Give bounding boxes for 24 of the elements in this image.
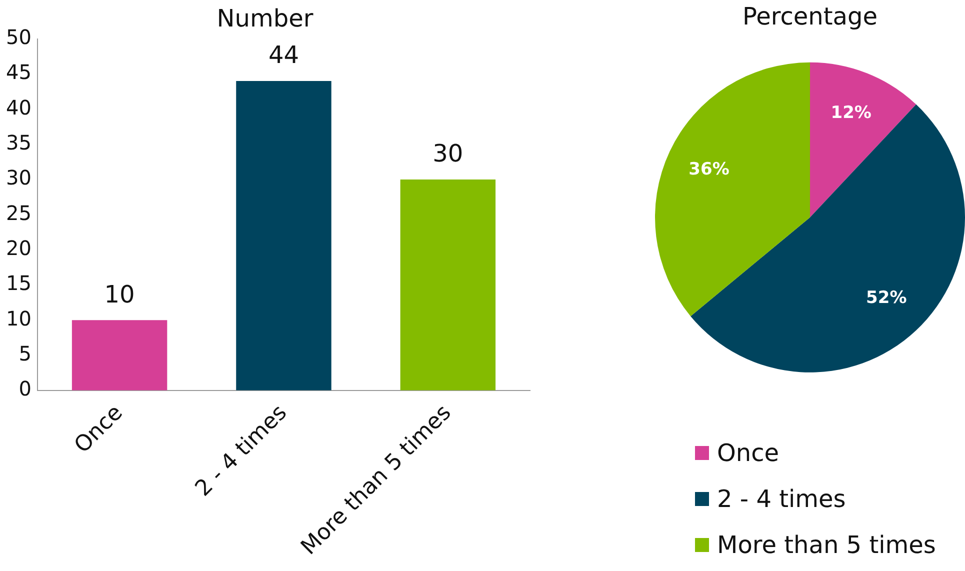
data-label: 10	[104, 280, 135, 308]
legend-label: More than 5 times	[717, 531, 936, 559]
y-tick-label: 10	[6, 306, 32, 330]
bar	[236, 80, 332, 390]
y-tick-label: 50	[6, 25, 32, 50]
data-label: 44	[268, 41, 299, 70]
legend-label: 2 - 4 times	[717, 485, 846, 513]
y-tick-label: 5	[18, 341, 32, 366]
y-tick-label: 20	[6, 236, 32, 260]
chart-title: Percentage	[742, 2, 878, 31]
y-tick-label: 45	[6, 60, 32, 84]
data-label: 30	[432, 140, 464, 168]
data-label: 12%	[830, 103, 872, 124]
chart-title: Number	[216, 4, 314, 33]
data-label: 52%	[866, 288, 907, 308]
y-tick-label: 30	[6, 166, 32, 190]
bar	[72, 320, 168, 390]
y-tick-label: 25	[6, 200, 32, 225]
bar	[400, 179, 496, 390]
y-tick-label: 0	[18, 376, 32, 401]
y-tick-label: 35	[6, 130, 32, 154]
y-tick-label: 40	[6, 95, 32, 120]
y-tick-label: 15	[6, 271, 32, 296]
data-label: 36%	[688, 159, 730, 180]
